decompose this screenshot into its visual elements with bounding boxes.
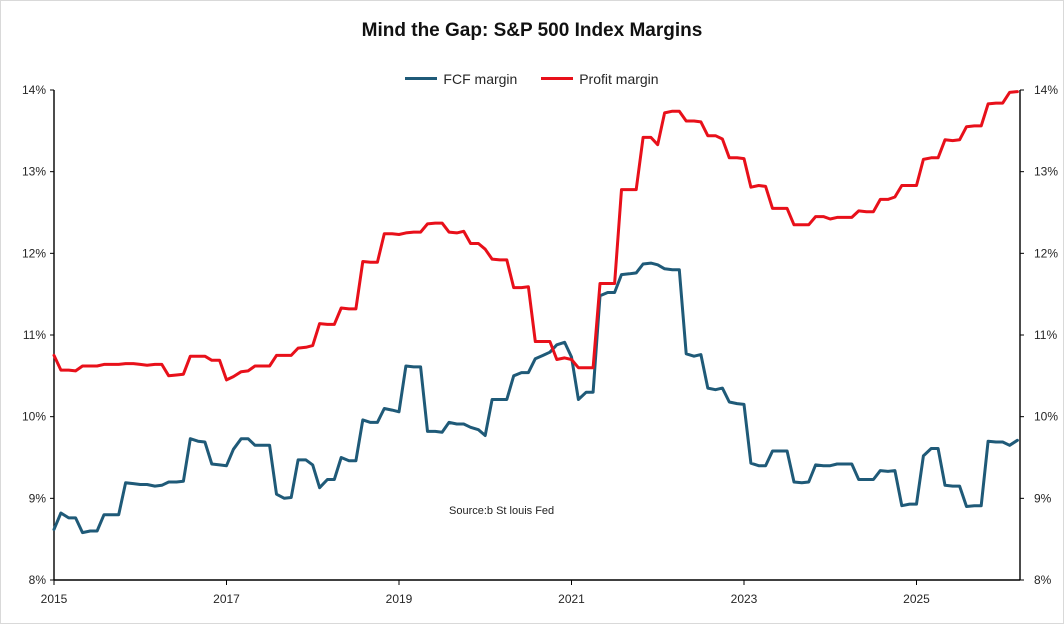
y-tick-label-left: 13%	[22, 165, 46, 179]
source-note: Source:b St louis Fed	[449, 505, 555, 517]
x-tick-label: 2023	[731, 592, 758, 606]
y-tick-label-left: 11%	[23, 328, 46, 342]
legend-swatch-profit	[541, 77, 574, 80]
y-tick-label-left: 10%	[22, 410, 46, 424]
y-tick-label-right: 8%	[1034, 573, 1052, 587]
y-tick-label-right: 9%	[1034, 491, 1052, 505]
y-tick-label-right: 10%	[1034, 410, 1058, 424]
y-tick-label-left: 12%	[22, 246, 46, 260]
y-tick-label-right: 13%	[1034, 165, 1058, 179]
y-tick-label-left: 8%	[29, 573, 47, 587]
y-tick-label-right: 12%	[1034, 246, 1058, 260]
y-tick-label-right: 11%	[1034, 328, 1057, 342]
legend-label-fcf: FCF margin	[443, 70, 518, 87]
legend-label-profit: Profit margin	[579, 70, 659, 87]
legend-item-fcf: FCF margin	[405, 71, 517, 87]
legend-item-profit: Profit margin	[541, 70, 659, 87]
chart-title: Mind the Gap: S&P 500 Index Margins	[361, 20, 703, 41]
y-tick-label-right: 14%	[1034, 83, 1058, 97]
x-tick-label: 2025	[903, 592, 930, 606]
x-tick-label: 2017	[213, 592, 240, 606]
x-tick-label: 2021	[558, 592, 585, 606]
legend-swatch-fcf	[405, 77, 438, 80]
x-tick-label: 2019	[386, 592, 413, 606]
x-tick-label: 2015	[41, 592, 68, 606]
y-tick-label-left: 9%	[29, 491, 47, 505]
y-tick-label-left: 14%	[22, 83, 46, 97]
series-line-fcf-margin	[52, 261, 1019, 535]
series-line-profit-margin	[52, 90, 1019, 382]
legend: FCF margin Profit margin	[0, 67, 1064, 87]
